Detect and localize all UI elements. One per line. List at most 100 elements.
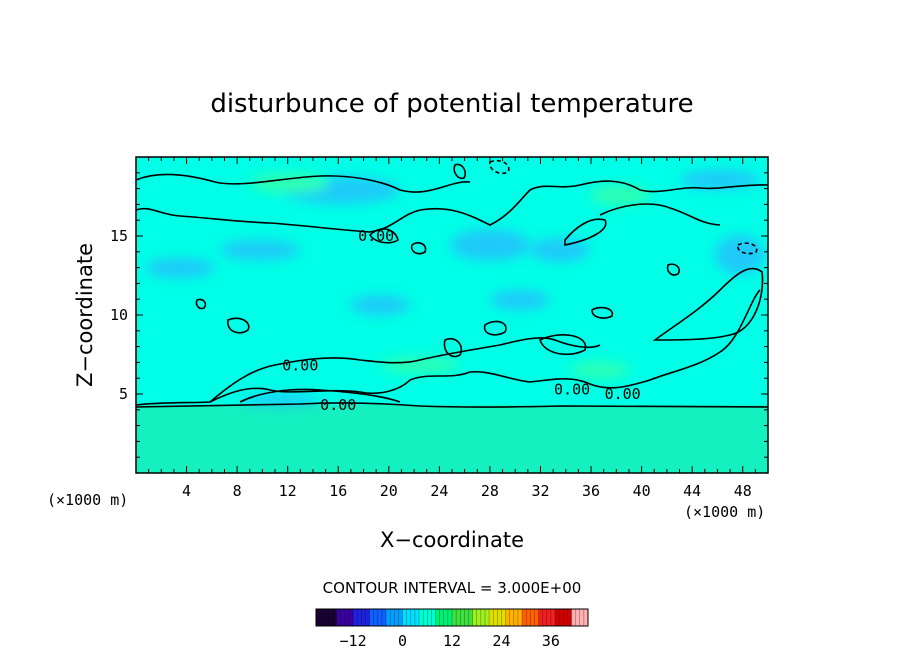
colorbar-cell <box>394 609 399 626</box>
colorbar-cell <box>328 609 333 626</box>
green-patch <box>590 185 650 205</box>
colorbar-cell <box>332 609 338 626</box>
contour-label: 0.00 <box>358 227 394 245</box>
contour-upper-2 <box>136 173 471 193</box>
colorbar-cell <box>443 609 449 626</box>
colorbar-cell <box>365 609 370 626</box>
colorbar-cell <box>386 609 391 626</box>
colorbar-cell <box>423 609 428 626</box>
contour-low <box>136 402 768 408</box>
contour-negative-dash-2 <box>737 242 758 255</box>
x-tick-label: 20 <box>380 482 398 500</box>
colorbar-cell <box>542 609 548 626</box>
colorbar-cell <box>472 609 478 626</box>
colorbar-cell <box>320 609 325 626</box>
blue-patch <box>145 258 215 278</box>
x-axis-unit-right: (×1000 m) <box>684 503 765 521</box>
x-tick-label: 24 <box>430 482 448 500</box>
colorbar-cell <box>406 609 412 626</box>
x-axis-unit-left: (×1000 m) <box>47 491 128 509</box>
colorbar-cell <box>377 609 383 626</box>
colorbar-cell <box>530 609 535 626</box>
x-tick-label: 44 <box>683 482 701 500</box>
contour-label: 0.00 <box>320 396 356 414</box>
chart-title: disturbunce of potential temperature <box>210 89 693 119</box>
green-patch <box>250 173 330 193</box>
x-axis-label: X−coordinate <box>380 528 524 552</box>
x-tick-label: 4 <box>182 482 191 500</box>
blue-patch <box>240 394 320 406</box>
colorbar-cell <box>344 609 350 626</box>
x-tick-label: 28 <box>481 482 499 500</box>
colorbar-tick-label: 36 <box>542 632 560 650</box>
colorbar-cell <box>583 609 589 626</box>
colorbar-cell <box>567 609 572 626</box>
contour-closed-7 <box>195 298 207 310</box>
blue-patch <box>530 238 590 262</box>
colorbar-cell <box>476 609 482 626</box>
colorbar-cell <box>324 609 329 626</box>
contour-mid-2 <box>209 337 601 403</box>
y-tick-label: 5 <box>119 385 128 403</box>
colorbar-cell <box>579 609 585 626</box>
colorbar-cell <box>373 609 379 626</box>
x-tick-label: 8 <box>233 482 242 500</box>
colorbar-cell <box>456 609 461 626</box>
colorbar-cell <box>361 609 366 626</box>
contour-closed-1 <box>227 317 250 334</box>
colorbar-cell <box>550 609 556 626</box>
colorbar-cell <box>509 609 515 626</box>
contour-interval-text: CONTOUR INTERVAL = 3.000E+00 <box>323 579 582 597</box>
green-patch <box>570 362 630 378</box>
colorbar-tick-label: −12 <box>340 632 367 650</box>
colorbar-cell <box>546 609 552 626</box>
contour-mid <box>136 289 761 406</box>
contour-lines <box>136 159 768 408</box>
contour-closed-3 <box>539 334 587 356</box>
colorbar-cell <box>452 609 457 626</box>
contour-low-2 <box>239 388 401 403</box>
blue-patch <box>350 295 410 315</box>
contour-closed-2 <box>483 320 507 336</box>
colorbar-cell <box>439 609 445 626</box>
colorbar-cell <box>431 609 436 626</box>
contour-mid-3 <box>652 267 764 341</box>
colorbar-cell <box>505 609 511 626</box>
x-tick-label: 48 <box>734 482 752 500</box>
colorbar-cell <box>460 609 465 626</box>
colorbar-cell <box>381 609 387 626</box>
colorbar-cell <box>575 609 581 626</box>
contour-closed-8 <box>453 163 467 180</box>
colorbar-cell <box>468 609 474 626</box>
colorbar-cell <box>559 609 564 626</box>
y-tick-label: 10 <box>110 306 128 324</box>
y-axis-label: Z−coordinate <box>73 243 97 387</box>
contour-closed-10 <box>368 228 399 244</box>
colorbar-cell <box>497 609 502 626</box>
colorbar-cell <box>402 609 408 626</box>
colorbar-cell <box>501 609 506 626</box>
colorbar-tick-label: 12 <box>443 632 461 650</box>
colorbar-tick-label: 24 <box>492 632 510 650</box>
colorbar-cell <box>493 609 498 626</box>
contour-closed-6 <box>666 263 680 276</box>
field-lower <box>136 405 768 473</box>
colorbar-tick-label: 0 <box>398 632 407 650</box>
colorbar-cell <box>555 609 560 626</box>
colorbar-cell <box>353 609 358 626</box>
colorbar-cell <box>340 609 346 626</box>
colorbar-cell <box>522 609 527 626</box>
blue-patch <box>490 290 550 310</box>
colorbar-cell <box>336 609 342 626</box>
colorbar-cell <box>398 609 403 626</box>
contour-closed-4 <box>443 337 463 358</box>
colorbar-cell <box>427 609 432 626</box>
field-patches <box>145 170 765 406</box>
colorbar-cell <box>390 609 395 626</box>
colorbar-cell <box>534 609 539 626</box>
contour-labels: 0.00 0.00 0.00 0.00 0.00 <box>282 227 640 414</box>
contour-label: 0.00 <box>605 385 641 403</box>
colorbar-cell <box>410 609 416 626</box>
colorbar: −12 0 12 24 36 <box>315 608 589 650</box>
